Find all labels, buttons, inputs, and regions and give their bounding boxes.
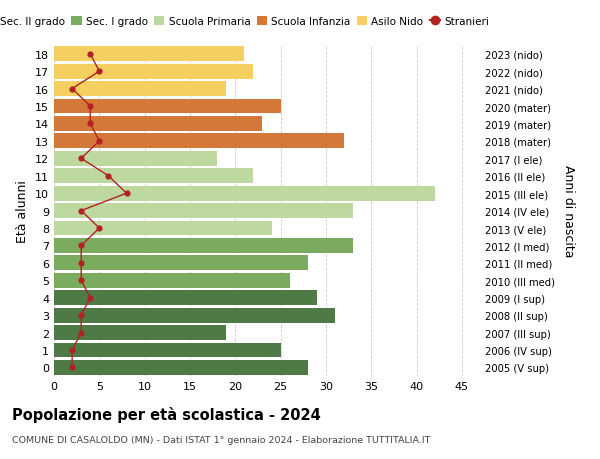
Bar bbox=[54, 239, 353, 253]
Bar bbox=[54, 47, 244, 62]
Text: Popolazione per età scolastica - 2024: Popolazione per età scolastica - 2024 bbox=[12, 406, 321, 422]
Bar bbox=[54, 343, 281, 358]
Bar bbox=[54, 291, 317, 306]
Bar bbox=[54, 360, 308, 375]
Bar bbox=[54, 151, 217, 166]
Bar bbox=[54, 273, 290, 288]
Bar bbox=[54, 117, 262, 132]
Bar bbox=[54, 204, 353, 218]
Legend: Sec. II grado, Sec. I grado, Scuola Primaria, Scuola Infanzia, Asilo Nido, Stran: Sec. II grado, Sec. I grado, Scuola Prim… bbox=[0, 13, 493, 31]
Bar bbox=[54, 308, 335, 323]
Bar bbox=[54, 186, 434, 201]
Y-axis label: Anni di nascita: Anni di nascita bbox=[562, 165, 575, 257]
Bar bbox=[54, 256, 308, 271]
Bar bbox=[54, 82, 226, 97]
Bar bbox=[54, 169, 253, 184]
Y-axis label: Età alunni: Età alunni bbox=[16, 180, 29, 242]
Text: COMUNE DI CASALOLDO (MN) - Dati ISTAT 1° gennaio 2024 - Elaborazione TUTTITALIA.: COMUNE DI CASALOLDO (MN) - Dati ISTAT 1°… bbox=[12, 435, 430, 444]
Bar bbox=[54, 100, 281, 114]
Bar bbox=[54, 65, 253, 79]
Bar bbox=[54, 325, 226, 340]
Bar bbox=[54, 134, 344, 149]
Bar bbox=[54, 221, 272, 236]
